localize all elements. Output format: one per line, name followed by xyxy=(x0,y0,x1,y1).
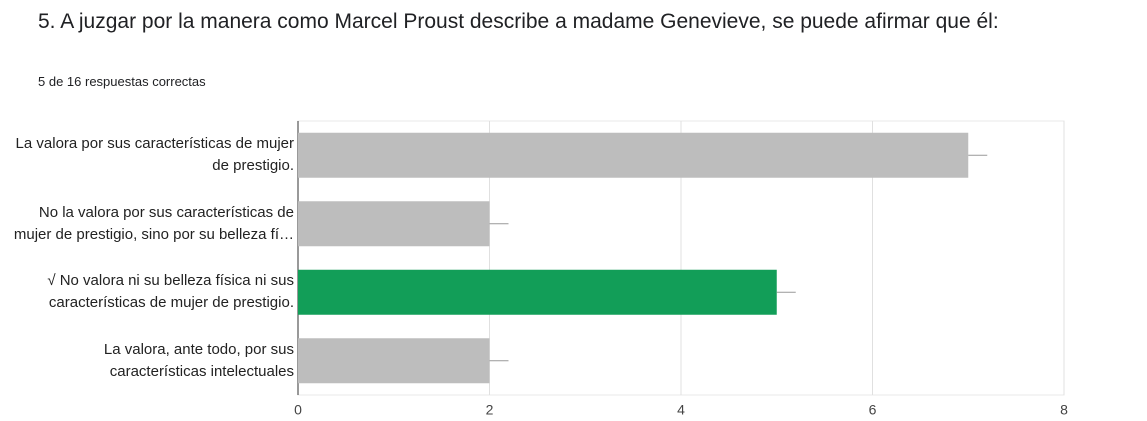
bar xyxy=(298,338,490,384)
bar xyxy=(298,132,969,178)
category-label: √ No valora ni su belleza física ni sus … xyxy=(47,272,294,312)
x-tick-label: 2 xyxy=(486,402,494,418)
question-title: 5. A juzgar por la manera como Marcel Pr… xyxy=(38,10,999,33)
category-label: La valora, ante todo, por sus caracterís… xyxy=(103,340,294,380)
x-tick-label: 0 xyxy=(294,402,302,418)
category-label: La valora por sus características de muj… xyxy=(15,135,294,175)
x-tick-label: 8 xyxy=(1060,402,1068,418)
x-tick-label: 6 xyxy=(869,402,877,418)
bar xyxy=(298,201,490,247)
bar xyxy=(298,269,777,315)
x-tick-label: 4 xyxy=(677,402,685,418)
category-label: No la valora por sus características de … xyxy=(13,203,294,243)
subtitle: 5 de 16 respuestas correctas xyxy=(38,74,206,89)
